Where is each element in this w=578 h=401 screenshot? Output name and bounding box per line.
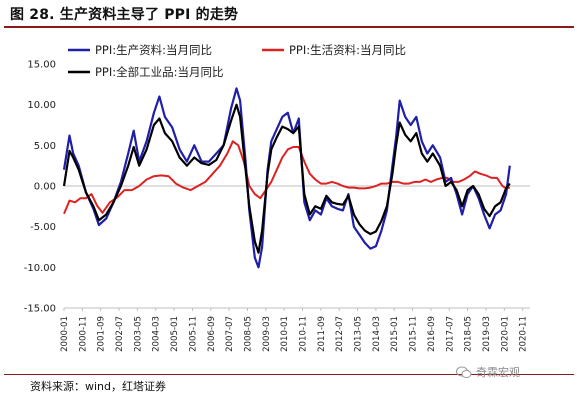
x-tick-label: 2006-09: [207, 316, 217, 352]
x-tick-label: 2011-09: [317, 316, 327, 352]
legend-label-2: PPI:全部工业品:当月同比: [95, 65, 224, 79]
y-tick-label: -15.00: [24, 304, 56, 315]
y-tick-label: -10.00: [24, 263, 56, 274]
series-line-2: [62, 103, 511, 254]
x-tick-label: 2007-07: [225, 316, 235, 352]
source-divider: [4, 374, 574, 375]
x-tick-label: 2010-11: [299, 316, 309, 352]
y-tick-label: 15.00: [27, 60, 56, 71]
series-line-0: [62, 87, 511, 269]
x-tick-label: 2016-09: [427, 316, 437, 352]
x-tick-label: 2010-01: [280, 316, 290, 352]
x-tick-label: 2003-05: [133, 316, 143, 352]
x-tick-label: 2009-03: [262, 316, 272, 352]
x-tick-label: 2002-07: [115, 316, 125, 352]
x-tick-label: 2008-05: [243, 316, 253, 352]
x-tick-label: 2013-05: [354, 316, 364, 352]
x-tick-label: 2005-01: [170, 316, 180, 352]
chart-title: 图 28. 生产资料主导了 PPI 的走势: [10, 7, 239, 23]
x-tick-label: 2020-11: [519, 316, 529, 352]
x-tick-label: 2012-07: [335, 316, 345, 352]
y-tick-label: -5.00: [30, 222, 56, 233]
x-tick-label: 2005-11: [188, 316, 198, 352]
x-tick-label: 2015-01: [390, 316, 400, 352]
x-tick-label: 2001-09: [97, 316, 107, 352]
y-tick-label: 0.00: [34, 182, 56, 193]
legend-label-1: PPI:生活资料:当月同比: [289, 43, 406, 57]
y-tick-label: 10.00: [27, 100, 56, 111]
x-tick-label: 2014-03: [372, 316, 382, 352]
y-tick-label: 5.00: [34, 141, 56, 152]
source-note: 资料来源：wind，红塔证券: [30, 380, 167, 393]
x-tick-label: 2020-01: [500, 316, 510, 352]
legend-label-0: PPI:生产资料:当月同比: [95, 43, 212, 57]
x-tick-label: 2018-05: [464, 316, 474, 352]
wechat-icon: [456, 366, 472, 378]
title-divider: [4, 26, 574, 28]
x-tick-label: 2015-11: [409, 316, 419, 352]
x-tick-label: 2004-03: [152, 316, 162, 352]
watermark-text: 奇霖宏观: [476, 366, 520, 379]
watermark: 奇霖宏观: [456, 364, 520, 380]
x-tick-label: 2000-01: [60, 316, 70, 352]
x-tick-label: 2000-11: [78, 316, 88, 352]
x-tick-label: 2019-03: [482, 316, 492, 352]
x-tick-label: 2017-07: [445, 316, 455, 352]
ppi-line-chart: 15.00 10.00 5.00 0.00 -5.00 -10.00 -15.00 2000-…: [24, 43, 530, 352]
